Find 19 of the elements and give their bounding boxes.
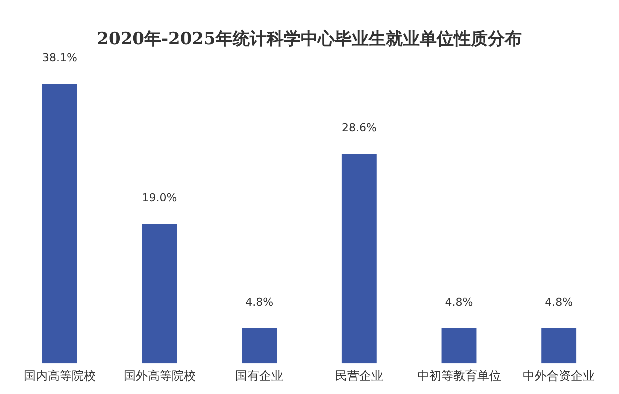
bar bbox=[442, 328, 477, 364]
x-tick-label: 国内高等院校 bbox=[24, 368, 96, 383]
bar bbox=[42, 84, 78, 364]
data-label: 19.0% bbox=[142, 192, 178, 205]
x-tick-label: 中初等教育单位 bbox=[417, 368, 502, 383]
data-label: 38.1% bbox=[42, 52, 78, 65]
bar bbox=[142, 224, 178, 364]
x-tick-label: 中外合资企业 bbox=[523, 368, 596, 383]
data-label: 4.8% bbox=[246, 296, 274, 309]
x-tick-label: 民营企业 bbox=[335, 368, 384, 383]
x-tick-label: 国外高等院校 bbox=[124, 368, 196, 383]
bar bbox=[242, 328, 278, 364]
bar bbox=[542, 328, 577, 364]
data-label: 4.8% bbox=[545, 296, 574, 309]
data-label: 4.8% bbox=[445, 296, 474, 309]
chart-title: 2020年-2025年统计科学中心毕业生就业单位性质分布 bbox=[97, 30, 522, 50]
x-tick-label: 国有企业 bbox=[236, 368, 284, 383]
bar bbox=[342, 154, 377, 364]
data-label: 28.6% bbox=[342, 121, 377, 134]
